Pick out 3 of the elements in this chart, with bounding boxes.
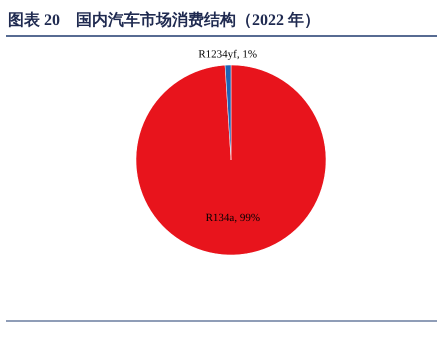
slice-label: R134a, 99% (206, 212, 260, 224)
slice-label: R1234yf, 1% (198, 48, 257, 61)
chart-title: 图表 20 国内汽车市场消费结构（2022 年） (8, 11, 320, 29)
